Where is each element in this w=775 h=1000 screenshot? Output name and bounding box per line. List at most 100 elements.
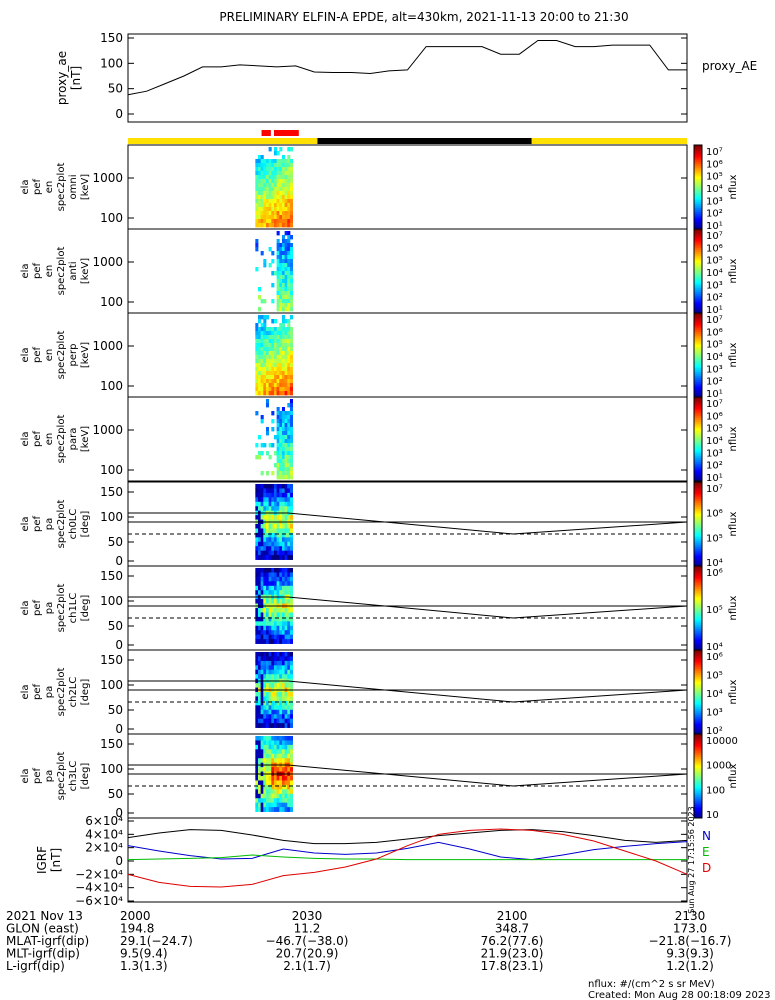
heatmap-cell [271,335,275,340]
heatmap-cell [281,159,286,164]
heatmap-cell [287,443,291,448]
heatmap-cell [279,183,283,188]
panel-ylabel: spec2plot [56,584,67,633]
heatmap-cell [265,696,270,702]
colorbar-tick-label: 10⁴ [706,184,723,195]
heatmap-cell [263,167,267,172]
heatmap-cell [276,367,280,372]
heatmap-cell [276,275,280,280]
heatmap-cell [284,630,288,636]
panel-ytick-label: 0 [115,722,123,736]
heatmap-cell [289,299,293,304]
heatmap-cell [289,705,293,711]
loss-cone-line [287,596,688,619]
heatmap-cell [284,793,288,799]
panel-ytick-label: 1000 [92,339,123,353]
colorbar-label: nflux [728,511,739,536]
heatmap-cell [276,665,280,671]
heatmap-cell [287,235,291,240]
heatmap-cell [273,327,278,332]
heatmap-cell [284,660,288,666]
igrf-legend: N [702,829,711,843]
heatmap-cell [260,749,264,755]
heatmap-cell [271,391,275,396]
heatmap-cell [273,383,278,388]
heatmap-cell [281,784,286,790]
heatmap-cell [276,335,280,340]
heatmap-cell [276,423,280,428]
colorbar-step [694,428,702,432]
colorbar-step [694,488,702,491]
heatmap-cell [255,714,259,720]
heatmap-cell [255,660,259,666]
heatmap-cell [268,187,272,192]
heatmap-cell [271,528,275,534]
heatmap-cell [260,501,264,507]
heatmap-cell [279,515,283,520]
heatmap-cell [257,327,262,332]
heatmap-cell [255,683,259,688]
panel-frame [127,144,688,230]
heatmap-cell [255,599,259,604]
heatmap-cell [289,351,293,356]
colorbar-step [694,279,702,282]
heatmap-cell [257,183,262,188]
heatmap-cell [289,696,293,702]
heatmap-cell [289,683,293,688]
heatmap-cell [263,572,267,578]
heatmap-cell [263,758,267,764]
heatmap-cell [268,753,272,759]
heatmap-cell [276,451,280,456]
heatmap-cell [279,467,283,472]
heatmap-cell [279,471,283,476]
heatmap-cell [289,439,293,444]
heatmap-cell [281,780,286,786]
heatmap-cell [255,339,259,344]
heatmap-cell [279,497,283,503]
heatmap-cell [284,247,288,252]
heatmap-cell [279,411,283,416]
heatmap-cell [284,275,288,280]
heatmap-cell [263,195,267,200]
heatmap-cell [284,656,288,662]
heatmap-cell [255,159,259,164]
heatmap-cell [279,387,283,392]
heatmap-cell [279,625,283,631]
heatmap-cell [271,351,275,356]
heatmap-cell [257,223,262,228]
colorbar-step [694,664,702,668]
colorbar-step [694,532,702,535]
colorbar-step [694,482,702,485]
heatmap-cell [265,630,270,636]
heatmap-cell [279,488,283,494]
heatmap-cell [287,776,291,781]
heatmap-cell [284,639,288,644]
heatmap-cell [265,528,270,534]
heatmap-cell [287,669,291,675]
heatmap-cell [273,749,278,755]
heatmap-cell [260,251,264,256]
footer-row-label: L-igrf(dip) [6,959,65,973]
heatmap-cell [287,231,291,236]
igrf-series-E [127,854,687,861]
heatmap-cell [287,271,291,276]
colorbar-step [694,801,702,804]
heatmap-cell [273,492,278,498]
colorbar-tick-label: 10⁷ [706,484,723,495]
colorbar-step [694,321,702,324]
colorbar-step [694,476,702,480]
heatmap-cell [281,279,286,284]
ae-ytick-label: 100 [100,56,123,70]
heatmap-cell [284,705,288,711]
heatmap-cell [287,283,291,288]
heatmap-cell [268,541,272,547]
heatmap-cell [281,427,286,432]
colorbar-step [694,486,702,489]
heatmap-cell [281,291,286,296]
colorbar-step [694,472,702,476]
heatmap-cell [255,532,259,538]
colorbar-step [694,287,702,291]
heatmap-cell [263,387,267,392]
colorbar-step [694,308,702,312]
heatmap-cell [273,532,278,538]
